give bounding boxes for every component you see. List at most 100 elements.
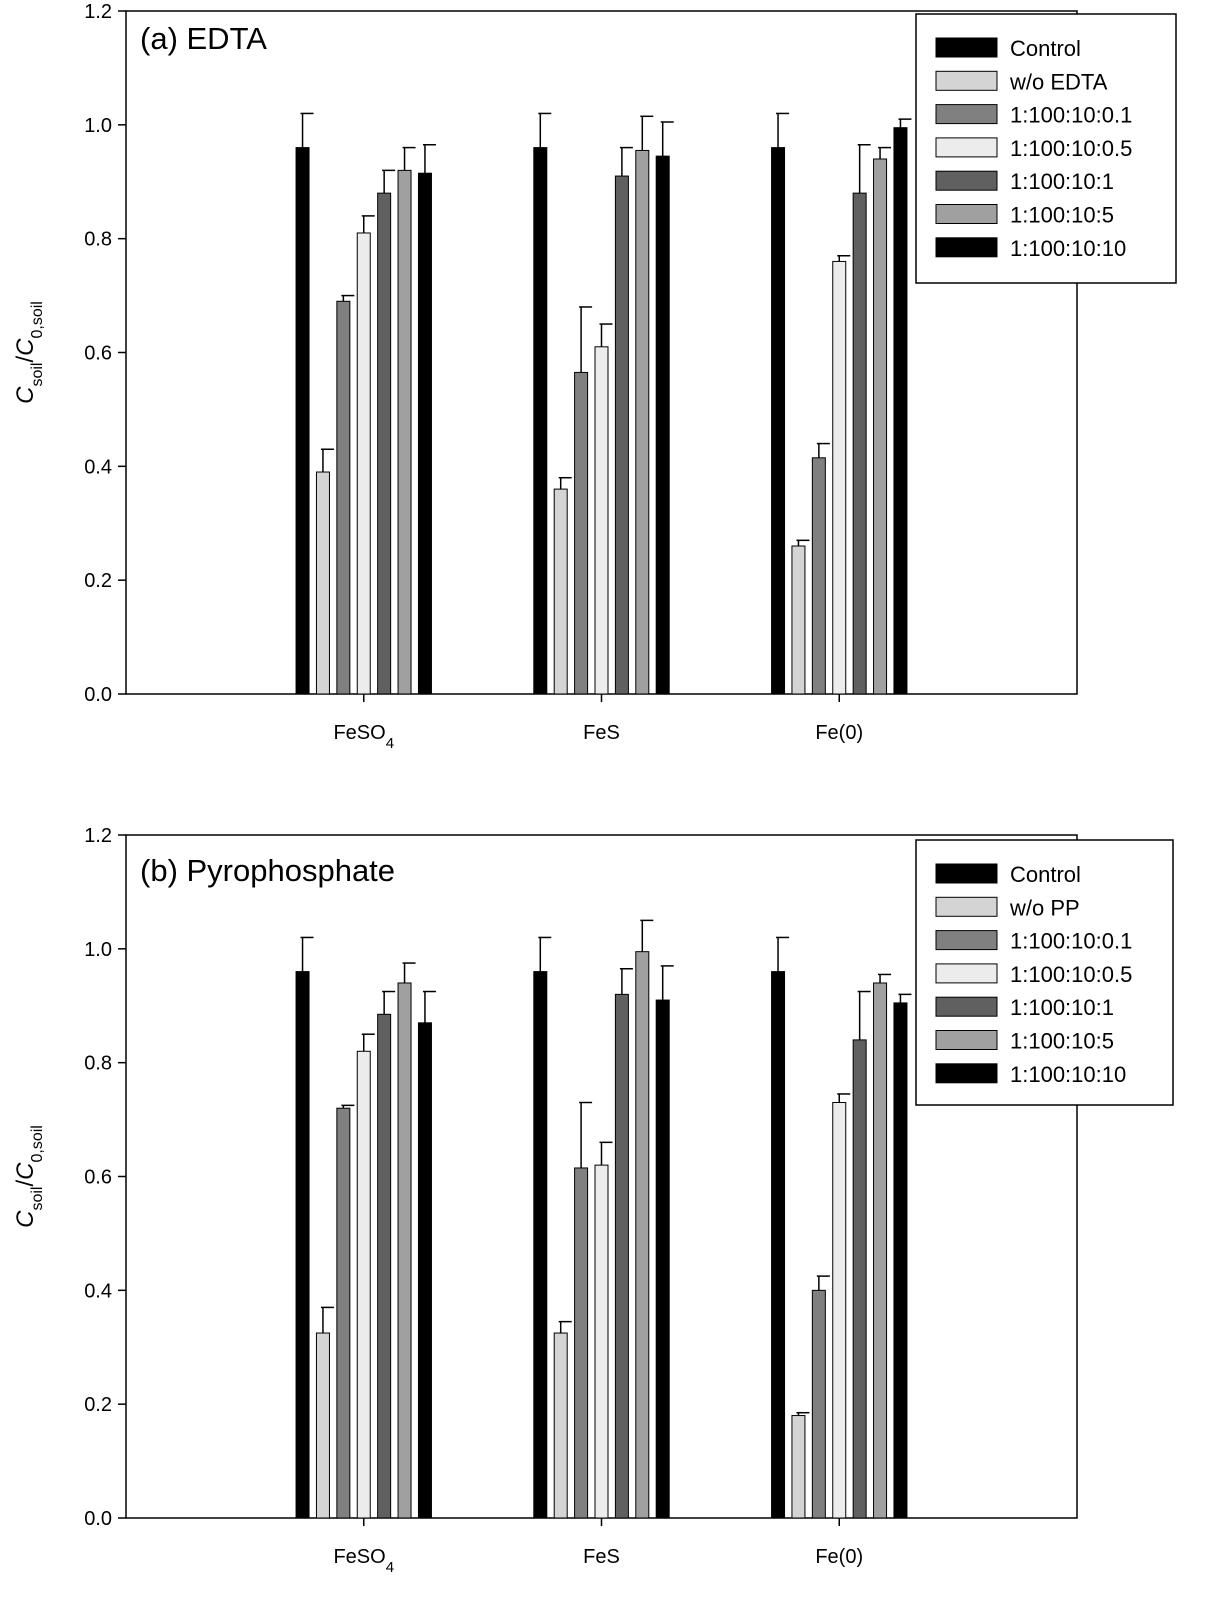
x-tick-label: Fe(0) — [815, 1546, 863, 1568]
x-tick-label-main: FeSO — [333, 1546, 385, 1568]
bar-control — [771, 147, 786, 695]
y-axis-label-sep: / — [12, 1180, 39, 1187]
bar-control — [295, 971, 310, 1519]
bar-control — [533, 147, 548, 695]
bar-1-100-10-0-5 — [594, 346, 609, 695]
legend-label: 1:100:10:5 — [1010, 203, 1114, 228]
bar-1-100-10-10 — [893, 1002, 908, 1519]
bar-1-100-10-10 — [417, 172, 432, 695]
chart-title: (b) Pyrophosphate — [140, 853, 395, 888]
x-tick-label-main: FeSO — [333, 722, 385, 744]
legend-label: 1:100:10:0.5 — [1010, 962, 1132, 987]
bar-w-o-edta — [315, 471, 330, 695]
x-tick-label: FeS — [583, 722, 620, 744]
bar-control — [533, 971, 548, 1519]
bar-w-o-edta — [553, 488, 568, 695]
y-tick-label: 0.8 — [84, 1053, 112, 1075]
y-tick-label: 1.0 — [84, 115, 112, 137]
y-axis-label: Csoil/C0,soil — [12, 301, 46, 404]
legend-swatch — [935, 170, 998, 191]
y-axis-label-s2: 0,soil — [29, 301, 46, 338]
legend-swatch — [935, 963, 998, 984]
legend-label: w/o EDTA — [1009, 69, 1108, 94]
legend-label: 1:100:10:5 — [1010, 1029, 1114, 1054]
y-axis-label-c1: C — [12, 386, 39, 404]
legend-label: Control — [1010, 862, 1081, 887]
bar-1-100-10-0-5 — [594, 1164, 609, 1519]
y-tick-label: 0.6 — [84, 1167, 112, 1189]
bar-1-100-10-0-1 — [574, 371, 589, 695]
bar-w-o-pp — [791, 1415, 806, 1519]
bar-1-100-10-0-1 — [811, 1289, 826, 1519]
legend-label: 1:100:10:0.5 — [1010, 136, 1132, 161]
bar-1-100-10-0-5 — [356, 1050, 371, 1519]
y-tick-label: 0.2 — [84, 1394, 112, 1416]
bar-1-100-10-0-5 — [832, 260, 847, 695]
bar-1-100-10-1 — [377, 1013, 392, 1519]
bar-1-100-10-5 — [873, 982, 888, 1519]
bar-w-o-pp — [553, 1332, 568, 1519]
bar-control — [771, 971, 786, 1519]
bar-1-100-10-10 — [417, 1022, 432, 1519]
legend-swatch — [935, 70, 998, 91]
bar-1-100-10-10 — [655, 999, 670, 1519]
x-tick-label: FeSO4 — [333, 722, 394, 752]
bar-1-100-10-1 — [852, 1039, 867, 1519]
y-tick-label: 0.4 — [84, 456, 112, 478]
legend-label: 1:100:10:10 — [1010, 236, 1126, 261]
legend-label: 1:100:10:10 — [1010, 1062, 1126, 1087]
legend-swatch — [935, 137, 998, 158]
bar-1-100-10-0-1 — [336, 1107, 351, 1519]
y-tick-label: 0.2 — [84, 570, 112, 592]
bar-1-100-10-10 — [893, 127, 908, 695]
bar-w-o-pp — [315, 1332, 330, 1519]
y-axis-label-s1: soil — [29, 1187, 46, 1211]
x-tick-label: Fe(0) — [815, 722, 863, 744]
bar-1-100-10-1 — [377, 192, 392, 695]
x-tick-label: FeS — [583, 1546, 620, 1568]
bar-1-100-10-10 — [655, 155, 670, 695]
legend-swatch — [935, 863, 998, 884]
legend-swatch — [935, 204, 998, 224]
bar-1-100-10-5 — [873, 158, 888, 695]
bar-1-100-10-0-5 — [832, 1102, 847, 1519]
legend-swatch — [935, 1063, 998, 1084]
bar-1-100-10-5 — [635, 149, 650, 695]
y-tick-label: 0.6 — [84, 343, 112, 365]
y-axis-label: Csoil/C0,soil — [12, 1125, 46, 1228]
legend-label: 1:100:10:1 — [1010, 169, 1114, 194]
y-axis-label-s1: soil — [29, 363, 46, 387]
legend-swatch — [935, 896, 998, 917]
x-tick-label-sub: 4 — [386, 1559, 394, 1576]
legend-label: 1:100:10:1 — [1010, 995, 1114, 1020]
y-tick-label: 1.2 — [84, 825, 112, 847]
y-tick-label: 0.0 — [84, 684, 112, 706]
legend: Control w/o EDTA 1:100:10:0.1 1:100:10:0.5 1… — [915, 13, 1177, 284]
bar-1-100-10-1 — [614, 175, 629, 695]
y-axis-label-c2: C — [12, 1162, 39, 1180]
y-tick-label: 1.0 — [84, 939, 112, 961]
legend-swatch — [935, 930, 998, 951]
bar-1-100-10-5 — [397, 982, 412, 1519]
bar-1-100-10-1 — [614, 993, 629, 1519]
legend-swatch — [935, 104, 998, 125]
y-axis-label-c2: C — [12, 338, 39, 356]
legend-label: 1:100:10:0.1 — [1010, 103, 1132, 128]
legend-swatch — [935, 37, 998, 58]
y-tick-label: 0.4 — [84, 1280, 112, 1302]
bar-1-100-10-5 — [397, 169, 412, 695]
legend-label: Control — [1010, 36, 1081, 61]
legend-label: 1:100:10:0.1 — [1010, 929, 1132, 954]
y-axis-label-c1: C — [12, 1210, 39, 1228]
legend-swatch — [935, 237, 998, 258]
bar-1-100-10-0-5 — [356, 232, 371, 695]
bar-1-100-10-5 — [635, 951, 650, 1519]
legend: Control w/o PP 1:100:10:0.1 1:100:10:0.5 1:1… — [915, 839, 1174, 1106]
y-axis-label-s2: 0,soil — [29, 1125, 46, 1162]
bar-1-100-10-0-1 — [336, 300, 351, 695]
chart-title: (a) EDTA — [140, 21, 267, 56]
y-tick-label: 0.0 — [84, 1508, 112, 1530]
y-axis-label-sep: / — [12, 356, 39, 363]
